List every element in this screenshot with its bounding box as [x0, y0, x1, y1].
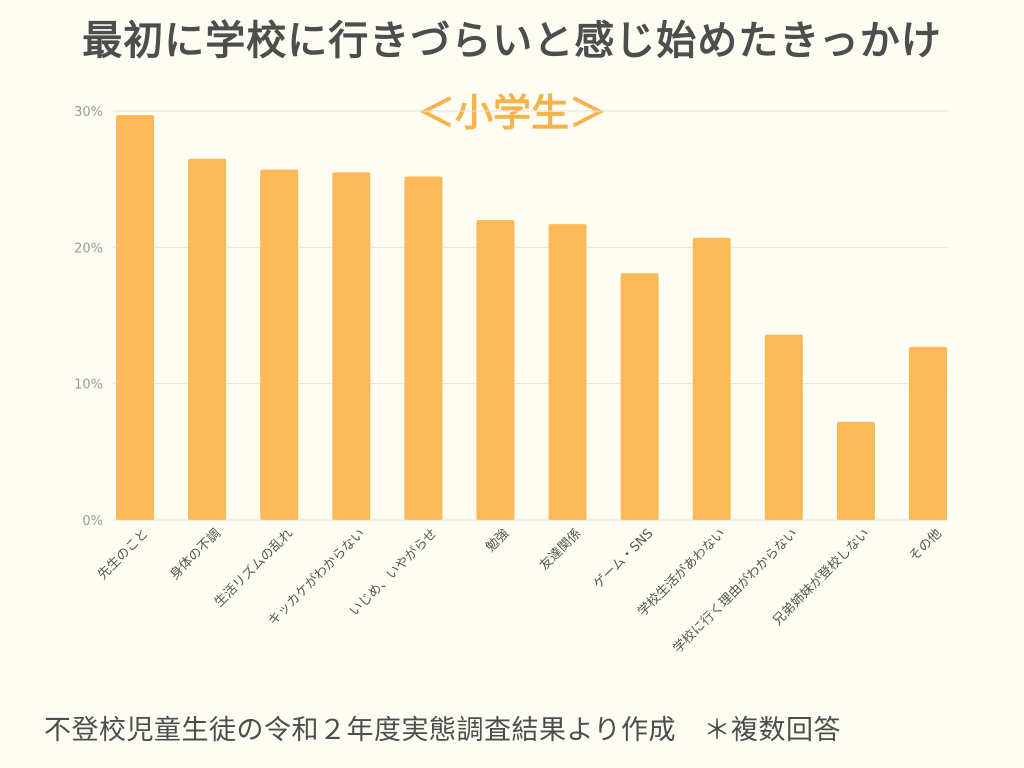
- gridlines: [113, 110, 948, 521]
- y-tick-label: 30%: [74, 105, 103, 120]
- y-tick-label: 20%: [74, 241, 103, 256]
- bar: [692, 237, 731, 521]
- bar: [548, 224, 587, 520]
- y-axis: 0% 10% 20% 30%: [74, 105, 103, 529]
- x-category-label: 勉強: [483, 526, 512, 555]
- x-axis-labels: 先生のこと 身体の不調生活リズムの乱れキッカケがわからないいじめ、いやがらせ 勉強友…: [95, 526, 945, 657]
- bar: [188, 158, 227, 520]
- bars: [116, 115, 947, 521]
- bar: [836, 421, 875, 520]
- chart-subtitle: ＜小学生＞: [416, 91, 607, 135]
- y-tick-label: 10%: [74, 378, 103, 393]
- x-category-label: 身体の不調: [167, 526, 224, 583]
- bar-chart: 0% 10% 20% 30% 先生のこと 身体の不調生活リズムの乱れキッカケがわからない…: [74, 105, 948, 657]
- x-category-label: その他: [907, 526, 945, 564]
- bar: [909, 346, 947, 520]
- bar: [764, 334, 803, 520]
- y-tick-label: 0%: [82, 514, 103, 529]
- bar: [332, 172, 371, 520]
- bar: [404, 176, 443, 520]
- bar: [260, 169, 299, 520]
- x-category-label: 学校に行く理由がわからない: [670, 526, 801, 657]
- bar: [476, 220, 515, 521]
- source-footnote: 不登校児童生徒の令和２年度実態調査結果より作成 ＊複数回答: [44, 715, 841, 746]
- chart-title: 最初に学校に行きづらいと感じ始めたきっかけ: [82, 18, 942, 64]
- x-category-label: ゲーム・SNS: [591, 526, 657, 592]
- bar: [116, 115, 154, 520]
- x-category-label: 友達関係: [536, 526, 584, 574]
- bar: [620, 273, 659, 520]
- x-category-label: 生活リズムの乱れ: [211, 526, 296, 611]
- x-category-label: 先生のこと: [95, 526, 152, 583]
